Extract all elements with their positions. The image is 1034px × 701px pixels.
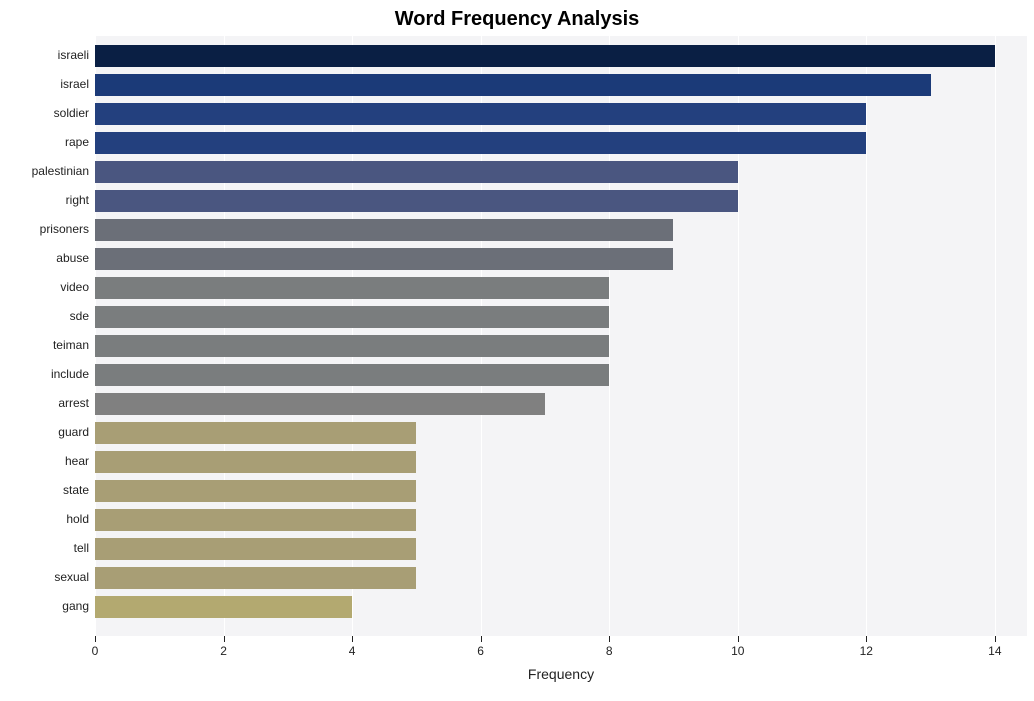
bar — [95, 219, 673, 241]
chart-container: Word Frequency Analysis Frequency 0 2 4 6 8 1… — [0, 0, 1034, 701]
bar — [95, 596, 352, 618]
y-tick-label: israel — [60, 77, 89, 91]
x-tick-mark — [609, 636, 610, 642]
x-tick-mark — [481, 636, 482, 642]
y-tick-label: guard — [58, 425, 89, 439]
x-tick-mark — [224, 636, 225, 642]
x-tick-label: 14 — [988, 644, 1001, 658]
bar — [95, 74, 931, 96]
y-tick-label: prisoners — [40, 222, 89, 236]
y-tick-label: tell — [74, 541, 89, 555]
bar — [95, 190, 738, 212]
y-tick-label: abuse — [56, 251, 89, 265]
y-tick-label: teiman — [53, 338, 89, 352]
x-tick-label: 10 — [731, 644, 744, 658]
bar — [95, 161, 738, 183]
bar — [95, 103, 866, 125]
bar — [95, 248, 673, 270]
bar — [95, 422, 416, 444]
x-tick-label: 6 — [477, 644, 484, 658]
bar — [95, 393, 545, 415]
bar — [95, 277, 609, 299]
x-tick-label: 12 — [860, 644, 873, 658]
y-tick-label: include — [51, 367, 89, 381]
x-tick-label: 4 — [349, 644, 356, 658]
bar — [95, 480, 416, 502]
bar — [95, 306, 609, 328]
y-tick-label: arrest — [58, 396, 89, 410]
bar — [95, 132, 866, 154]
bar — [95, 567, 416, 589]
x-tick-mark — [352, 636, 353, 642]
gridline — [995, 36, 996, 636]
bar — [95, 335, 609, 357]
bar — [95, 451, 416, 473]
bar — [95, 45, 995, 67]
y-tick-label: hear — [65, 454, 89, 468]
x-tick-label: 2 — [220, 644, 227, 658]
gridline — [738, 36, 739, 636]
x-tick-mark — [95, 636, 96, 642]
bar — [95, 538, 416, 560]
x-tick-mark — [995, 636, 996, 642]
y-tick-label: soldier — [54, 106, 89, 120]
bar — [95, 509, 416, 531]
y-tick-label: palestinian — [32, 164, 89, 178]
gridline — [609, 36, 610, 636]
y-tick-label: sde — [70, 309, 89, 323]
gridline — [866, 36, 867, 636]
y-tick-label: state — [63, 483, 89, 497]
bar — [95, 364, 609, 386]
y-tick-label: gang — [62, 599, 89, 613]
x-tick-label: 8 — [606, 644, 613, 658]
chart-title: Word Frequency Analysis — [0, 8, 1034, 31]
y-tick-label: hold — [66, 512, 89, 526]
plot-area — [95, 36, 1027, 636]
y-tick-label: video — [60, 280, 89, 294]
x-tick-mark — [866, 636, 867, 642]
y-tick-label: rape — [65, 135, 89, 149]
x-axis-title: Frequency — [95, 666, 1027, 682]
y-tick-label: sexual — [54, 570, 89, 584]
y-tick-label: israeli — [58, 48, 89, 62]
x-tick-label: 0 — [92, 644, 99, 658]
y-tick-label: right — [66, 193, 89, 207]
x-tick-mark — [738, 636, 739, 642]
